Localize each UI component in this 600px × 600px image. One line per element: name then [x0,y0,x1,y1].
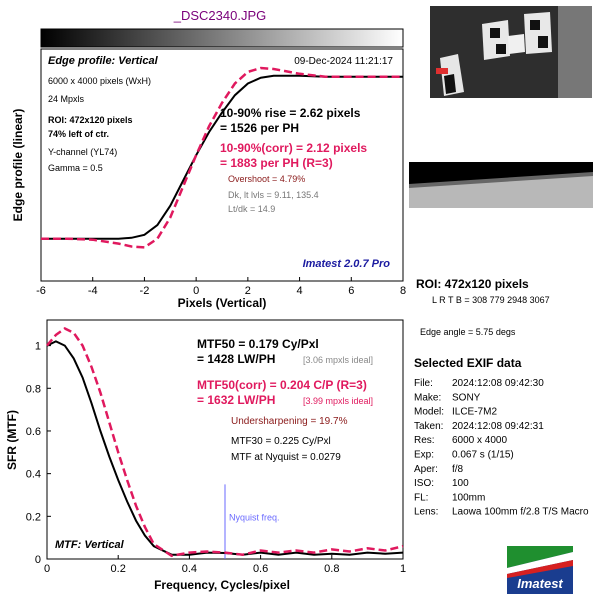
mtf50-corr-value: MTF50(corr) = 0.204 C/P (R=3) [197,378,367,392]
edge-roi-thumbnail [409,162,593,208]
channel: Y-channel (YL74) [48,147,117,157]
edge-angle: Edge angle = 5.75 degs [420,327,516,337]
mtf-y-tick-label: 0.2 [26,511,41,523]
roi-size: ROI: 472x120 pixels [48,115,133,125]
edge-x-tick-label: -6 [36,285,46,297]
exif-value: 2024:12:08 09:42:31 [452,421,544,432]
edge-header: Edge profile: Vertical [48,55,159,67]
edge-measured-line [41,74,403,240]
exif-key: Exp: [414,450,434,461]
mtf-nyquist-value: MTF at Nyquist = 0.0279 [231,452,341,463]
rise-per-ph: = 1526 per PH [220,121,299,135]
exif-key: File: [414,378,433,389]
edge-plot-frame [40,48,404,282]
mtf-x-tick-label: 0.8 [324,563,339,575]
mtf-y-tick-label: 0.8 [26,383,41,395]
mtf-y-tick-label: 0 [35,554,41,566]
mtf-x-tick-label: 0 [44,563,50,575]
image-thumbnail [430,6,592,98]
rise-corr-per-ph: = 1883 per PH (R=3) [220,156,333,170]
exif-key: Make: [414,392,441,403]
mtf30-value: MTF30 = 0.225 Cy/Pxl [231,436,331,447]
rise-value: 10-90% rise = 2.62 pixels [220,106,361,120]
mtf-corrected-line [46,327,404,558]
mtf-x-label: Frequency, Cycles/pixel [154,578,290,592]
exif-value: 0.067 s (1/15) [452,450,514,461]
image-size: 6000 x 4000 pixels (WxH) [48,76,151,86]
mtf50-ideal: [3.06 mpxls ideal] [303,355,373,365]
exif-value: Laowa 100mm f/2.8 T/S Macro [452,507,589,518]
exif-value: ILCE-7M2 [452,407,497,418]
nyquist-label: Nyquist freq. [229,513,280,523]
exif-value: 100 [452,478,469,489]
gamma: Gamma = 0.5 [48,163,103,173]
mtf-y-label: SFR (MTF) [5,410,19,470]
exif-key: Lens: [414,507,438,518]
exif-list: File: 2024:12:08 09:42:30 Make: SONY Model: I… [414,378,589,518]
dark-light-levels: Dk, lt lvls = 9.11, 135.4 [228,190,319,200]
exif-key: Res: [414,435,435,446]
roi-position: 74% left of ctr. [48,129,109,139]
exif-key: Model: [414,407,444,418]
exif-key: Aper: [414,464,438,475]
rise-corr-value: 10-90%(corr) = 2.12 pixels [220,141,367,155]
logo-text: Imatest [517,576,563,591]
exif-value: 100mm [452,492,485,503]
exif-title: Selected EXIF data [414,356,522,370]
exif-value: 2024:12:08 09:42:30 [452,378,544,389]
mtf-x-tick-label: 0.6 [253,563,268,575]
edge-x-tick-label: 4 [297,285,303,297]
edge-x-axis: -6 -4 -2 0 2 4 6 8 [36,277,406,297]
exif-value: f/8 [452,464,464,475]
version-label: Imatest 2.0.7 Pro [303,258,391,270]
edge-x-tick-label: 8 [400,285,406,297]
edge-roi-graphic [409,162,593,208]
imatest-logo: Imatest [507,546,573,594]
overshoot: Overshoot = 4.79% [228,174,305,184]
edge-x-tick-label: -2 [140,285,150,297]
exif-value: 6000 x 4000 [452,435,507,446]
exif-key: Taken: [414,421,443,432]
mtf-y-tick-label: 1 [35,341,41,353]
megapixels: 24 Mpxls [48,94,85,104]
exif-value: SONY [452,392,481,403]
roi-summary: ROI: 472x120 pixels [416,277,529,291]
mtf50-corr-lwph: = 1632 LW/PH [197,393,275,407]
edge-y-label: Edge profile (linear) [11,109,25,222]
exif-key: FL: [414,492,428,503]
mtf-y-tick-label: 0.4 [26,469,41,481]
mtf-x-tick-label: 0.4 [182,563,197,575]
edge-x-tick-label: -4 [88,285,98,297]
file-title: _DSC2340.JPG [173,8,267,23]
mtf50-value: MTF50 = 0.179 Cy/Pxl [197,337,319,351]
undersharpening: Undersharpening = 19.7% [231,416,348,427]
imatest-logo-graphic: Imatest [507,546,573,594]
mtf-axes: 0 0.2 0.4 0.6 0.8 1 0 0.2 0.4 0.6 0.8 1 [26,341,406,575]
mtf50-lwph: = 1428 LW/PH [197,352,275,366]
roi-bounds: L R T B = 308 779 2948 3067 [432,295,550,305]
edge-x-tick-label: 2 [245,285,251,297]
mtf-x-tick-label: 0.2 [111,563,126,575]
mtf-x-tick-label: 1 [400,563,406,575]
edge-x-label: Pixels (Vertical) [178,296,267,310]
exif-key: ISO: [414,478,434,489]
edge-corrected-line [41,66,403,249]
mtf50-corr-ideal: [3.99 mpxls ideal] [303,396,373,406]
mtf-header: MTF: Vertical [55,539,125,551]
light-dark-ratio: Lt/dk = 14.9 [228,204,275,214]
mtf-y-tick-label: 0.6 [26,426,41,438]
edge-x-tick-label: 0 [193,285,199,297]
edge-x-tick-label: 6 [348,285,354,297]
gray-gradient-bar [40,28,404,48]
thumbnail-graphic [430,6,592,98]
timestamp: 09-Dec-2024 11:21:17 [294,56,393,67]
